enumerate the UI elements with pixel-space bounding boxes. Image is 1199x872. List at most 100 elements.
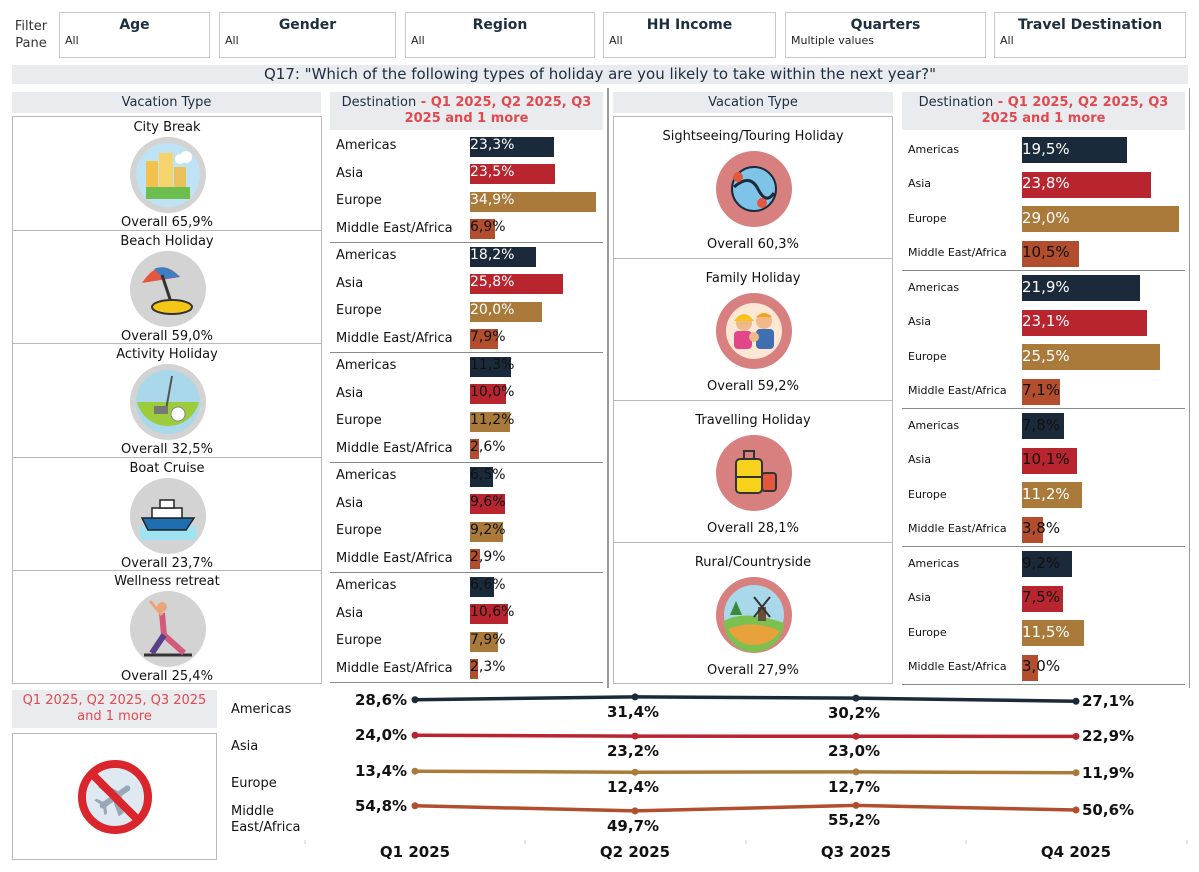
vacation-type-cell[interactable]: Activity Holiday Overall 32,5% xyxy=(13,344,321,458)
vacation-type-cell[interactable]: Boat Cruise Overall 23,7% xyxy=(13,458,321,571)
right-vacation-type-panel: Sightseeing/Touring Holiday Overall 60,3… xyxy=(613,116,893,684)
destination-row[interactable]: Middle East/Africa 2,3% xyxy=(330,656,603,684)
destination-label: Asia xyxy=(908,591,932,605)
filter-pane-label: Filter Pane xyxy=(14,19,48,51)
filter-travel-destination[interactable]: Travel Destination All xyxy=(994,12,1186,58)
vacation-type-cell[interactable]: Rural/Countryside Overall 27,9% xyxy=(614,543,892,685)
series-point[interactable] xyxy=(411,696,419,704)
destination-row[interactable]: Americas 21,9% xyxy=(902,271,1185,306)
series-point[interactable] xyxy=(1072,732,1080,740)
destination-bar-value: 23,1% xyxy=(1022,312,1070,331)
destination-row[interactable]: Europe 11,2% xyxy=(902,478,1185,513)
filter-value: All xyxy=(225,34,239,47)
destination-bar xyxy=(1022,551,1072,578)
destination-bar-value: 7,5% xyxy=(1022,588,1061,607)
destination-row[interactable]: Europe 9,2% xyxy=(330,518,603,546)
series-point[interactable] xyxy=(1072,697,1080,705)
series-point[interactable] xyxy=(411,802,419,810)
point-value-label: 50,6% xyxy=(1082,800,1135,819)
destination-row[interactable]: Middle East/Africa 3,8% xyxy=(902,513,1185,548)
destination-label: Americas xyxy=(336,358,397,374)
destination-bar xyxy=(1022,516,1043,543)
destination-row[interactable]: Americas 6,6% xyxy=(330,573,603,601)
destination-row[interactable]: Europe 34,9% xyxy=(330,188,603,216)
destination-label: Asia xyxy=(908,453,932,467)
left-vacation-type-panel: City Break Overall 65,9% Beach Holiday Ov… xyxy=(12,116,322,684)
destination-row[interactable]: Americas 6,5% xyxy=(330,463,603,491)
destination-row[interactable]: Asia 23,5% xyxy=(330,161,603,189)
filter-region[interactable]: Region All xyxy=(405,12,595,58)
point-value-label: 11,9% xyxy=(1082,763,1135,782)
destination-row[interactable]: Europe 29,0% xyxy=(902,202,1185,237)
destination-header-prefix: Destination xyxy=(918,95,994,110)
destination-row[interactable]: Asia 10,1% xyxy=(902,444,1185,479)
vacation-type-cell[interactable]: Wellness retreat Overall 25,4% xyxy=(13,571,321,685)
destination-row[interactable]: Asia 9,6% xyxy=(330,491,603,519)
destination-label: Europe xyxy=(336,633,382,649)
destination-row[interactable]: Middle East/Africa 3,0% xyxy=(902,651,1185,686)
destination-header-right: Destination - Q1 2025, Q2 2025, Q3 2025 … xyxy=(902,92,1185,130)
destination-row[interactable]: Middle East/Africa 7,1% xyxy=(902,375,1185,410)
destination-row[interactable]: Europe 20,0% xyxy=(330,298,603,326)
destination-row[interactable]: Europe 7,9% xyxy=(330,628,603,656)
series-point[interactable] xyxy=(852,694,860,702)
vacation-type-cell[interactable]: Travelling Holiday Overall 28,1% xyxy=(614,401,892,543)
destination-row[interactable]: Europe 11,2% xyxy=(330,408,603,436)
series-point[interactable] xyxy=(631,768,639,776)
destination-row[interactable]: Asia 7,5% xyxy=(902,582,1185,617)
destination-row[interactable]: Asia 10,6% xyxy=(330,601,603,629)
destination-label: Asia xyxy=(336,385,364,401)
series-point[interactable] xyxy=(1072,769,1080,777)
series-point[interactable] xyxy=(631,732,639,740)
vacation-type-cell[interactable]: Beach Holiday Overall 59,0% xyxy=(13,231,321,344)
destination-row[interactable]: Middle East/Africa 10,5% xyxy=(902,237,1185,272)
series-point[interactable] xyxy=(1072,806,1080,814)
destination-bar-value: 21,9% xyxy=(1022,277,1070,296)
destination-row[interactable]: Asia 25,8% xyxy=(330,271,603,299)
destination-row[interactable]: Americas 18,2% xyxy=(330,243,603,271)
destination-row[interactable]: Americas 9,2% xyxy=(902,547,1185,582)
vacation-type-name: Boat Cruise xyxy=(129,460,205,476)
destination-row[interactable]: Middle East/Africa 7,9% xyxy=(330,326,603,354)
series-point[interactable] xyxy=(411,767,419,775)
series-point[interactable] xyxy=(411,731,419,739)
vacation-type-cell[interactable]: City Break Overall 65,9% xyxy=(13,117,321,231)
destination-row[interactable]: Americas 23,3% xyxy=(330,133,603,161)
destination-row[interactable]: Europe 25,5% xyxy=(902,340,1185,375)
destination-bar xyxy=(470,521,504,542)
destination-row[interactable]: Asia 23,1% xyxy=(902,306,1185,341)
destination-bar-value: 20,0% xyxy=(470,301,515,318)
series-point[interactable] xyxy=(631,807,639,815)
destination-row[interactable]: Americas 7,8% xyxy=(902,409,1185,444)
no-flights-panel xyxy=(12,733,217,860)
vacation-type-cell[interactable]: Family Holiday Overall 59,2% xyxy=(614,259,892,401)
filter-age[interactable]: Age All xyxy=(59,12,210,58)
filter-hh-income[interactable]: HH Income All xyxy=(603,12,776,58)
vacation-type-cell[interactable]: Sightseeing/Touring Holiday Overall 60,3… xyxy=(614,117,892,259)
destination-label: Asia xyxy=(336,275,364,291)
destination-row[interactable]: Americas 19,5% xyxy=(902,133,1185,168)
series-line xyxy=(414,803,1077,813)
filter-gender[interactable]: Gender All xyxy=(219,12,396,58)
vacation-type-overall: Overall 60,3% xyxy=(707,237,799,252)
point-value-label: 27,1% xyxy=(1082,692,1135,711)
destination-bar xyxy=(1022,137,1128,164)
series-point[interactable] xyxy=(852,768,860,776)
series-label: Middle East/Africa xyxy=(231,804,301,835)
point-value-label: 55,2% xyxy=(828,811,881,830)
series-point[interactable] xyxy=(852,732,860,740)
vacation-type-name: Family Holiday xyxy=(705,271,801,286)
destination-row[interactable]: Middle East/Africa 6,9% xyxy=(330,216,603,244)
destination-row[interactable]: Middle East/Africa 2,9% xyxy=(330,546,603,574)
destination-group: Americas 23,3% Asia 23,5% Europe 34,9% Midd… xyxy=(330,133,603,243)
destination-header-selection: - Q1 2025, Q2 2025, Q3 2025 and 1 more xyxy=(404,95,592,126)
destination-bar-value: 9,2% xyxy=(470,521,506,538)
destination-row[interactable]: Europe 11,5% xyxy=(902,616,1185,651)
destination-row[interactable]: Americas 11,3% xyxy=(330,353,603,381)
destination-row[interactable]: Asia 23,8% xyxy=(902,168,1185,203)
series-point[interactable] xyxy=(852,801,860,809)
destination-row[interactable]: Middle East/Africa 2,6% xyxy=(330,436,603,464)
filter-quarters[interactable]: Quarters Multiple values xyxy=(785,12,986,58)
series-point[interactable] xyxy=(631,693,639,701)
destination-row[interactable]: Asia 10,0% xyxy=(330,381,603,409)
